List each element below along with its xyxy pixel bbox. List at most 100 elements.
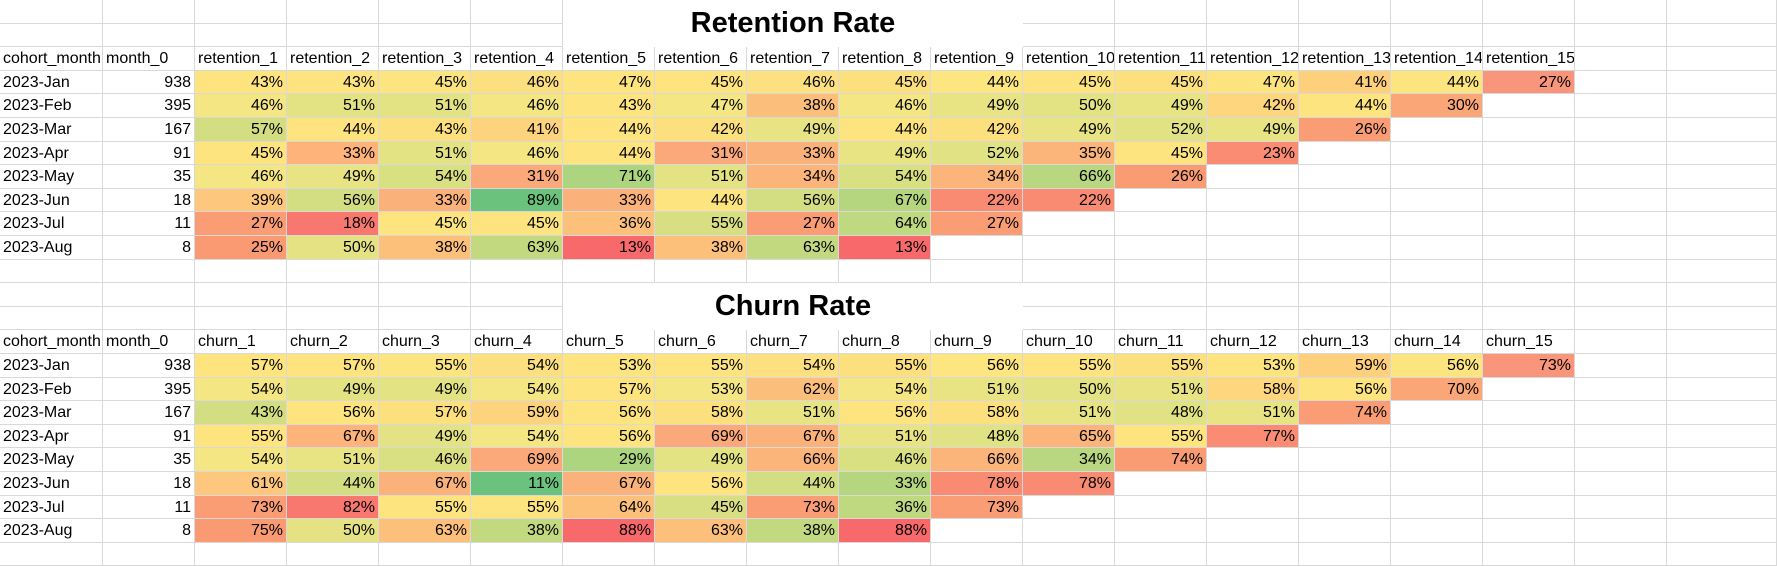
- rate-cell[interactable]: 67%: [747, 424, 839, 449]
- month-0-cell[interactable]: 8: [103, 519, 195, 543]
- rate-cell[interactable]: 31%: [471, 165, 563, 189]
- empty-cell[interactable]: [1667, 236, 1777, 260]
- empty-cell[interactable]: [103, 283, 195, 307]
- month-0-cell[interactable]: 11: [103, 495, 195, 520]
- empty-cell[interactable]: [1483, 165, 1575, 189]
- rate-cell[interactable]: 42%: [931, 118, 1023, 142]
- column-header[interactable]: churn_10: [1023, 330, 1115, 354]
- rate-cell[interactable]: 54%: [195, 448, 287, 472]
- empty-cell[interactable]: [1023, 306, 1115, 331]
- rate-cell[interactable]: 54%: [471, 424, 563, 449]
- empty-cell[interactable]: [1667, 401, 1777, 425]
- empty-cell[interactable]: [195, 542, 287, 566]
- rate-cell[interactable]: 36%: [563, 212, 655, 236]
- rate-cell[interactable]: 53%: [563, 354, 655, 378]
- month-0-cell[interactable]: 167: [103, 401, 195, 425]
- rate-cell[interactable]: 57%: [563, 377, 655, 402]
- month-0-cell[interactable]: 938: [103, 70, 195, 95]
- rate-cell[interactable]: 55%: [1115, 424, 1207, 449]
- column-header[interactable]: retention_1: [195, 47, 287, 71]
- empty-cell[interactable]: [1207, 0, 1299, 24]
- rate-cell[interactable]: 49%: [1115, 94, 1207, 118]
- rate-cell[interactable]: 89%: [471, 188, 563, 213]
- rate-cell[interactable]: 56%: [287, 188, 379, 213]
- cohort-month-cell[interactable]: 2023-Jul: [0, 212, 103, 236]
- rate-cell[interactable]: 43%: [195, 401, 287, 425]
- empty-cell[interactable]: [1207, 236, 1299, 260]
- empty-cell[interactable]: [839, 542, 931, 566]
- empty-cell[interactable]: [1483, 94, 1575, 118]
- rate-cell[interactable]: 45%: [471, 212, 563, 236]
- empty-cell[interactable]: [195, 23, 287, 48]
- cohort-month-cell[interactable]: 2023-Mar: [0, 118, 103, 142]
- rate-cell[interactable]: 50%: [287, 236, 379, 260]
- empty-cell[interactable]: [563, 259, 655, 284]
- rate-cell[interactable]: 44%: [655, 188, 747, 213]
- column-header[interactable]: churn_14: [1391, 330, 1483, 354]
- rate-cell[interactable]: 57%: [379, 401, 471, 425]
- rate-cell[interactable]: 70%: [1391, 377, 1483, 402]
- empty-cell[interactable]: [1483, 23, 1575, 48]
- empty-cell[interactable]: [1115, 188, 1207, 213]
- rate-cell[interactable]: 26%: [1299, 118, 1391, 142]
- empty-cell[interactable]: [1391, 542, 1483, 566]
- cohort-month-cell[interactable]: 2023-Jan: [0, 70, 103, 95]
- empty-cell[interactable]: [195, 283, 287, 307]
- rate-cell[interactable]: 38%: [747, 94, 839, 118]
- rate-cell[interactable]: 54%: [839, 377, 931, 402]
- empty-cell[interactable]: [1667, 141, 1777, 166]
- rate-cell[interactable]: 43%: [195, 70, 287, 95]
- empty-cell[interactable]: [1667, 0, 1777, 24]
- empty-cell[interactable]: [287, 542, 379, 566]
- rate-cell[interactable]: 51%: [1207, 401, 1299, 425]
- empty-cell[interactable]: [1667, 330, 1777, 354]
- empty-cell[interactable]: [1483, 141, 1575, 166]
- empty-cell[interactable]: [1483, 259, 1575, 284]
- empty-cell[interactable]: [1391, 519, 1483, 543]
- rate-cell[interactable]: 42%: [1207, 94, 1299, 118]
- rate-cell[interactable]: 34%: [931, 165, 1023, 189]
- rate-cell[interactable]: 69%: [655, 424, 747, 449]
- empty-cell[interactable]: [1207, 165, 1299, 189]
- empty-cell[interactable]: [1023, 0, 1115, 24]
- rate-cell[interactable]: 54%: [195, 377, 287, 402]
- rate-cell[interactable]: 52%: [931, 141, 1023, 166]
- rate-cell[interactable]: 57%: [287, 354, 379, 378]
- column-header[interactable]: month_0: [103, 47, 195, 71]
- rate-cell[interactable]: 49%: [931, 94, 1023, 118]
- rate-cell[interactable]: 56%: [563, 401, 655, 425]
- empty-cell[interactable]: [1391, 259, 1483, 284]
- empty-cell[interactable]: [1483, 283, 1575, 307]
- column-header[interactable]: month_0: [103, 330, 195, 354]
- empty-cell[interactable]: [0, 0, 103, 24]
- rate-cell[interactable]: 58%: [655, 401, 747, 425]
- rate-cell[interactable]: 82%: [287, 495, 379, 520]
- rate-cell[interactable]: 49%: [379, 377, 471, 402]
- rate-cell[interactable]: 45%: [379, 70, 471, 95]
- column-header[interactable]: churn_13: [1299, 330, 1391, 354]
- rate-cell[interactable]: 42%: [655, 118, 747, 142]
- rate-cell[interactable]: 44%: [563, 141, 655, 166]
- empty-cell[interactable]: [1575, 236, 1667, 260]
- empty-cell[interactable]: [1115, 306, 1207, 331]
- empty-cell[interactable]: [1575, 141, 1667, 166]
- empty-cell[interactable]: [471, 542, 563, 566]
- empty-cell[interactable]: [1575, 306, 1667, 331]
- empty-cell[interactable]: [287, 0, 379, 24]
- empty-cell[interactable]: [1667, 542, 1777, 566]
- column-header[interactable]: retention_9: [931, 47, 1023, 71]
- rate-cell[interactable]: 46%: [195, 165, 287, 189]
- rate-cell[interactable]: 43%: [563, 94, 655, 118]
- rate-cell[interactable]: 44%: [563, 118, 655, 142]
- empty-cell[interactable]: [1575, 542, 1667, 566]
- column-header[interactable]: churn_7: [747, 330, 839, 354]
- empty-cell[interactable]: [1391, 424, 1483, 449]
- empty-cell[interactable]: [379, 306, 471, 331]
- rate-cell[interactable]: 56%: [1299, 377, 1391, 402]
- column-header[interactable]: cohort_month: [0, 47, 103, 71]
- month-0-cell[interactable]: 91: [103, 141, 195, 166]
- empty-cell[interactable]: [379, 23, 471, 48]
- cohort-month-cell[interactable]: 2023-Aug: [0, 519, 103, 543]
- rate-cell[interactable]: 88%: [563, 519, 655, 543]
- empty-cell[interactable]: [1667, 212, 1777, 236]
